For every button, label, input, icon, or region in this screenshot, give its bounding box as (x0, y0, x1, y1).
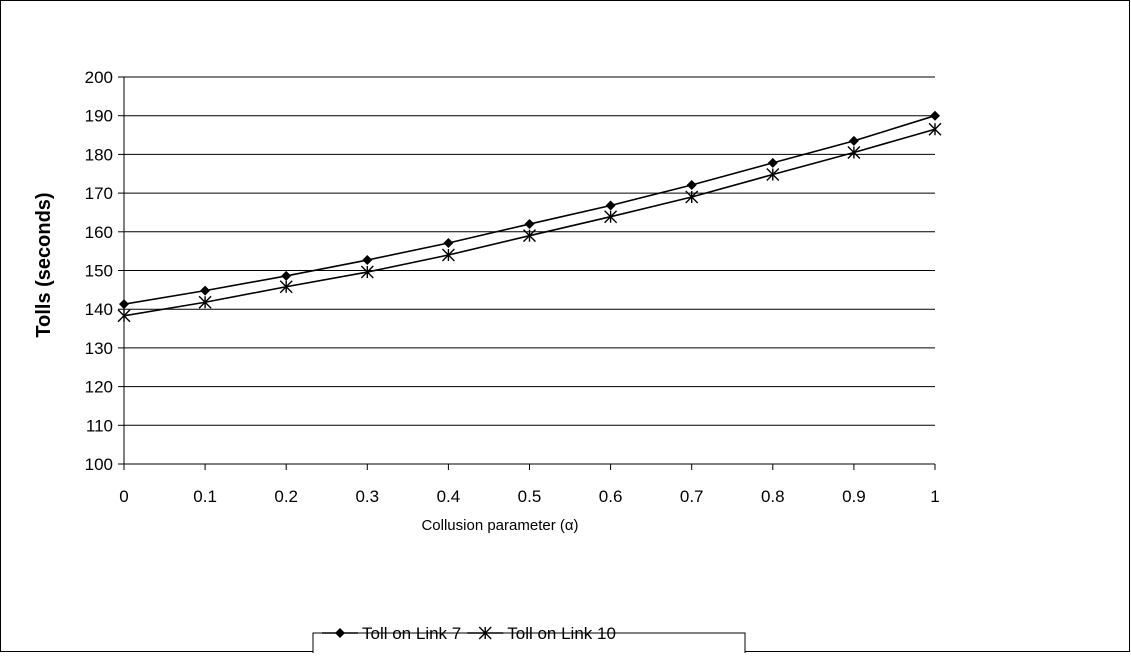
data-point (605, 200, 616, 211)
x-tick-label: 0.2 (274, 487, 298, 506)
data-point (604, 210, 618, 224)
data-point (524, 219, 535, 230)
y-tick-label: 190 (85, 107, 113, 126)
x-tick-label: 0.6 (599, 487, 623, 506)
y-tick-label: 150 (85, 262, 113, 281)
series-2 (117, 122, 942, 323)
data-point (443, 238, 454, 249)
x-tick-label: 0.9 (842, 487, 866, 506)
legend-entry: Toll on Link 7 (322, 624, 461, 643)
y-tick-label: 200 (85, 68, 113, 87)
axes: 100 110 120 130 140 150 160 170 180 190 200 0 0.1 0.2… (85, 68, 940, 506)
x-tick-label: 0.7 (680, 487, 704, 506)
data-point (848, 135, 859, 146)
y-tick-label: 120 (85, 378, 113, 397)
data-point (686, 179, 697, 190)
legend-marker (478, 626, 492, 640)
x-tick-label: 1 (930, 487, 939, 506)
data-point (766, 168, 780, 182)
x-tick-label: 0.8 (761, 487, 785, 506)
data-point (117, 309, 131, 323)
x-tick-label: 0 (119, 487, 128, 506)
data-point (198, 295, 212, 309)
series-1 (119, 110, 940, 310)
x-tick-label: 0.4 (437, 487, 461, 506)
data-point (523, 229, 536, 243)
data-point (360, 265, 374, 279)
legend-entry: Toll on Link 10 (467, 624, 616, 643)
data-point (928, 122, 942, 136)
y-tick-label: 170 (85, 184, 113, 203)
data-point (930, 110, 940, 121)
y-tick-label: 180 (85, 145, 113, 164)
data-point (767, 157, 778, 168)
data-point (685, 190, 699, 204)
legend-label: Toll on Link 7 (362, 624, 461, 643)
x-axis-label: Collusion parameter (α) (421, 517, 578, 534)
x-tick-label: 0.5 (518, 487, 542, 506)
y-tick-label: 110 (86, 416, 113, 435)
y-tick-label: 100 (85, 455, 113, 474)
data-point (362, 255, 373, 266)
data-point (281, 270, 292, 281)
series (117, 110, 942, 323)
data-point (279, 280, 293, 294)
y-tick-label: 140 (85, 300, 113, 319)
legend-marker (335, 628, 345, 638)
y-tick-label: 130 (85, 339, 113, 358)
y-axis-label: Tolls (seconds) (33, 192, 55, 337)
legend-label: Toll on Link 10 (507, 624, 616, 643)
data-point (119, 299, 129, 310)
data-point (847, 145, 861, 159)
y-tick-label: 160 (85, 223, 113, 242)
data-point (441, 248, 455, 262)
x-tick-label: 0.3 (355, 487, 379, 506)
gridlines (124, 76, 935, 465)
x-tick-label: 0.1 (193, 487, 217, 506)
data-point (200, 285, 211, 296)
